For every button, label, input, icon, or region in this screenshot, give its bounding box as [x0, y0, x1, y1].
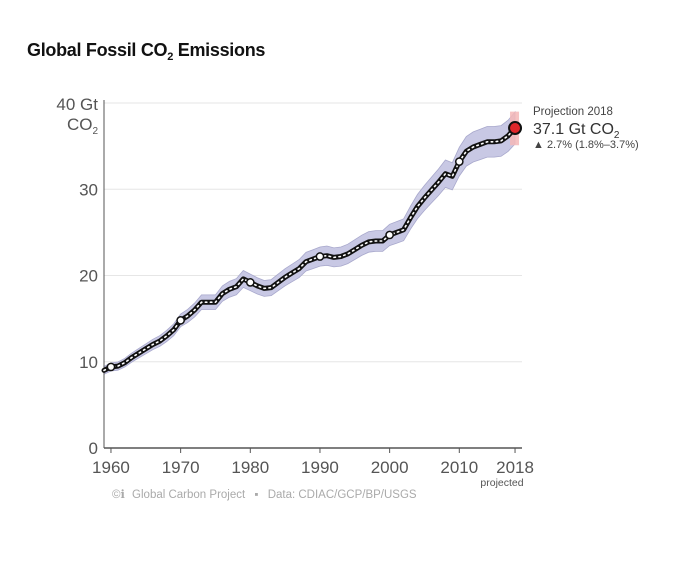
y-axis-unit-co2: CO2 — [67, 115, 99, 137]
data-points — [106, 121, 523, 372]
decade-marker-1980 — [245, 278, 255, 287]
decade-marker-1990 — [315, 252, 325, 261]
x-tick-label-2000: 2000 — [371, 458, 409, 477]
x-tick-label-1980: 1980 — [231, 458, 269, 477]
x-tick-label-1960: 1960 — [92, 458, 130, 477]
axes: 0 10 20 30 1960 1970 1980 1990 2000 2010 2018 — [79, 100, 534, 477]
x-tick-label-2018: 2018 — [496, 458, 534, 477]
credit-line: ©ℹ Global Carbon Project ▪ Data: CDIAC/G… — [112, 489, 417, 501]
decade-marker-2010 — [454, 157, 464, 166]
projection-change: ▲ 2.7% (1.8%–3.7%) — [533, 139, 639, 151]
projection-heading: Projection 2018 — [533, 106, 613, 118]
projection-point-2018 — [508, 121, 523, 136]
x-tick-label-1970: 1970 — [162, 458, 200, 477]
credit-cc-icon: ©ℹ — [112, 489, 125, 501]
y-tick-label-30: 30 — [79, 180, 98, 199]
emissions-line — [101, 125, 518, 373]
decade-marker-1970 — [176, 316, 185, 325]
x-tick-label-2010: 2010 — [440, 458, 478, 477]
grid-lines — [104, 102, 522, 363]
y-tick-label-10: 10 — [79, 353, 98, 372]
y-tick-label-0: 0 — [89, 439, 98, 458]
projection-value: 37.1 Gt CO2 — [533, 121, 620, 141]
chart-title: Global Fossil CO2 Emissions — [27, 40, 266, 63]
emissions-series-dots — [103, 127, 516, 372]
y-axis-unit-label: 40 Gt — [56, 95, 98, 114]
decade-marker-1960 — [106, 362, 116, 372]
y-tick-label-20: 20 — [79, 267, 98, 286]
x-tick-label-1990: 1990 — [301, 458, 339, 477]
decade-marker-2000 — [385, 230, 394, 240]
x-axis-sublabel-projected: projected — [480, 477, 523, 489]
